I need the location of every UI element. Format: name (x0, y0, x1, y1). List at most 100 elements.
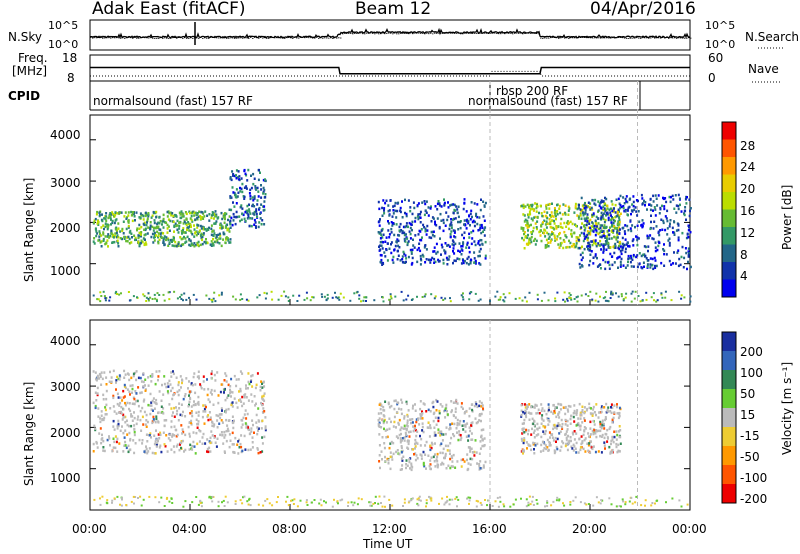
power-pixel (659, 206, 662, 210)
power-pixel (162, 293, 165, 296)
power-pixel (640, 224, 643, 227)
power-pixel (654, 214, 657, 217)
power-pixel (152, 210, 155, 214)
power-pixel (608, 208, 611, 211)
power-pixel (450, 218, 453, 221)
power-pixel (471, 237, 474, 240)
power-pixel (411, 212, 414, 216)
power-pixel (125, 217, 128, 220)
power-pixel (280, 294, 283, 297)
power-pixel (583, 247, 586, 251)
xtick: 00:00 (72, 522, 107, 536)
power-pixel (379, 237, 382, 240)
power-pixel (679, 263, 682, 267)
power-pixel (264, 193, 267, 196)
velocity-pixel (339, 499, 342, 502)
power-pixel (384, 201, 387, 205)
velocity-pixel (610, 439, 613, 443)
velocity-pixel (286, 495, 289, 498)
velocity-pixel (296, 505, 299, 508)
power-pixel (588, 219, 591, 223)
velocity-pixel (178, 448, 181, 452)
velocity-pixel (479, 467, 482, 470)
velocity-pixel (603, 444, 606, 447)
power-pixel (185, 222, 188, 225)
power-pixel (612, 217, 614, 220)
velocity-pixel (101, 495, 104, 498)
velocity-pixel (530, 433, 533, 436)
power-pixel (180, 293, 183, 296)
velocity-pixel (102, 446, 105, 449)
power-pixel (569, 220, 572, 224)
velocity-pixel (201, 436, 204, 439)
power-pixel (405, 214, 408, 218)
velocity-cbar-tick: 50 (740, 387, 756, 401)
power-pixel (183, 219, 186, 222)
velocity-pixel (223, 391, 225, 394)
power-pixel (234, 193, 236, 197)
power-pixel (483, 234, 486, 237)
power-pixel (127, 291, 130, 293)
velocity-pixel (499, 500, 502, 503)
power-pixel (331, 296, 334, 299)
power-pixel (614, 246, 617, 249)
power-pixel (93, 242, 96, 245)
power-pixel (467, 255, 470, 259)
power-pixel (157, 240, 160, 244)
power-pixel (654, 241, 657, 244)
power-pixel (416, 260, 419, 264)
velocity-pixel (152, 409, 154, 412)
power-pixel (425, 258, 428, 261)
velocity-pixel (101, 418, 104, 422)
power-pixel (595, 215, 598, 219)
velocity-pixel (411, 407, 414, 410)
velocity-pixel (238, 446, 241, 449)
power-pixel (320, 293, 323, 296)
velocity-pixel (444, 432, 447, 436)
velocity-pixel (609, 410, 612, 413)
velocity-pixel (217, 414, 220, 418)
power-pixel (681, 231, 684, 235)
velocity-pixel (480, 419, 482, 423)
power-pixel (405, 257, 408, 260)
velocity-pixel (347, 501, 350, 504)
power-pixel (265, 292, 268, 295)
velocity-pixel (432, 400, 435, 404)
power-pixel (162, 239, 165, 242)
velocity-pixel (476, 405, 479, 409)
power-pixel (382, 199, 385, 202)
velocity-pixel (387, 401, 390, 404)
velocity-pixel (428, 464, 431, 468)
power-pixel (689, 209, 691, 213)
velocity-pixel (226, 427, 229, 431)
power-pixel (603, 203, 606, 207)
power-pixel (590, 250, 593, 253)
power-pixel (396, 209, 399, 213)
power-pixel (202, 212, 205, 215)
velocity-pixel (543, 409, 546, 413)
velocity-pixel (188, 394, 190, 397)
velocity-pixel (142, 498, 145, 501)
velocity-pixel (178, 407, 181, 410)
power-pixel (127, 214, 130, 217)
velocity-pixel (224, 495, 227, 498)
velocity-pixel (596, 429, 598, 433)
velocity-pixel (250, 379, 253, 382)
power-pixel (257, 195, 260, 198)
power-pixel (379, 260, 382, 264)
power-pixel (592, 256, 595, 259)
power-pixel (643, 265, 645, 268)
velocity-pixel (111, 499, 114, 502)
power-pixel (126, 240, 129, 243)
power-pixel (136, 296, 138, 299)
velocity-cbar-tick: 15 (740, 408, 756, 422)
velocity-pixel (584, 437, 587, 440)
velocity-pixel (234, 436, 237, 440)
velocity-pixel (135, 422, 138, 426)
power-pixel (525, 243, 528, 246)
velocity-pixel (452, 401, 455, 404)
power-pixel (394, 201, 397, 205)
power-pixel (183, 220, 186, 224)
velocity-pixel (450, 455, 453, 458)
velocity-pixel (521, 439, 524, 442)
